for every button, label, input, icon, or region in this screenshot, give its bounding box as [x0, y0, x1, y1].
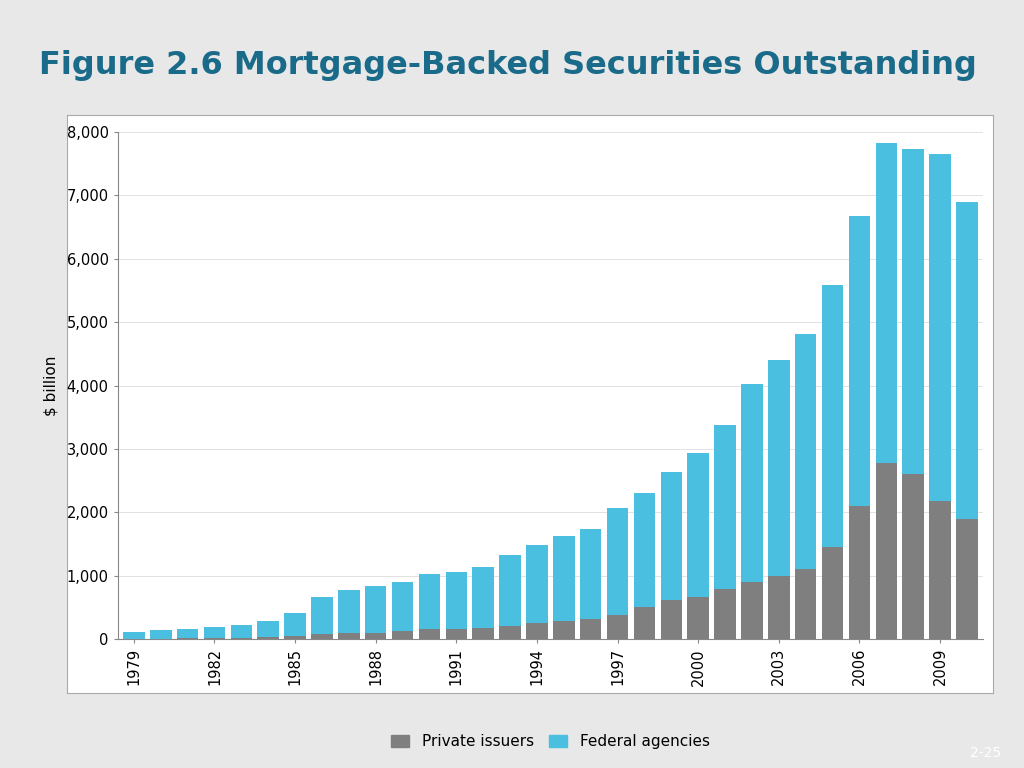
Bar	[338, 590, 359, 634]
Bar	[338, 634, 359, 639]
Bar	[445, 629, 467, 639]
Legend: Private issuers, Federal agencies: Private issuers, Federal agencies	[385, 728, 716, 756]
Bar	[822, 285, 844, 547]
Bar	[553, 536, 574, 621]
Bar	[715, 589, 736, 639]
Bar	[257, 637, 279, 639]
Bar	[715, 425, 736, 589]
Bar	[526, 545, 548, 623]
Bar	[956, 518, 978, 639]
Bar	[257, 621, 279, 637]
Bar	[230, 625, 252, 637]
Bar	[123, 632, 144, 639]
Bar	[660, 600, 682, 639]
Bar	[150, 630, 171, 639]
Y-axis label: $ billion: $ billion	[43, 356, 58, 415]
Bar	[902, 148, 924, 475]
Bar	[607, 615, 629, 639]
Bar	[822, 547, 844, 639]
Bar	[500, 554, 521, 627]
Bar	[741, 582, 763, 639]
Bar	[500, 627, 521, 639]
Bar	[580, 619, 601, 639]
Bar	[956, 202, 978, 518]
Bar	[392, 582, 414, 631]
Bar	[795, 569, 816, 639]
Bar	[419, 630, 440, 639]
Bar	[876, 463, 897, 639]
Bar	[930, 154, 951, 502]
Bar	[311, 598, 333, 634]
Bar	[553, 621, 574, 639]
Bar	[768, 360, 790, 576]
Bar	[285, 637, 306, 639]
Bar	[687, 452, 709, 598]
Bar	[230, 637, 252, 639]
Bar	[849, 506, 870, 639]
Bar	[580, 528, 601, 619]
Text: 2-25: 2-25	[971, 746, 1001, 760]
Bar	[365, 587, 386, 633]
Bar	[930, 502, 951, 639]
Bar	[687, 598, 709, 639]
Bar	[177, 629, 199, 638]
Bar	[876, 143, 897, 463]
Text: Figure 2.6 Mortgage-Backed Securities Outstanding: Figure 2.6 Mortgage-Backed Securities Ou…	[39, 50, 977, 81]
Bar	[660, 472, 682, 600]
Bar	[365, 633, 386, 639]
Bar	[445, 572, 467, 629]
Bar	[902, 475, 924, 639]
Bar	[204, 627, 225, 638]
Bar	[849, 217, 870, 506]
Bar	[472, 627, 494, 639]
Bar	[204, 638, 225, 639]
Bar	[311, 634, 333, 639]
Bar	[607, 508, 629, 615]
Bar	[634, 493, 655, 607]
Bar	[392, 631, 414, 639]
Bar	[768, 576, 790, 639]
Bar	[419, 574, 440, 630]
Bar	[795, 333, 816, 569]
Bar	[634, 607, 655, 639]
Bar	[472, 568, 494, 627]
Bar	[285, 613, 306, 637]
Bar	[741, 384, 763, 582]
Bar	[526, 623, 548, 639]
